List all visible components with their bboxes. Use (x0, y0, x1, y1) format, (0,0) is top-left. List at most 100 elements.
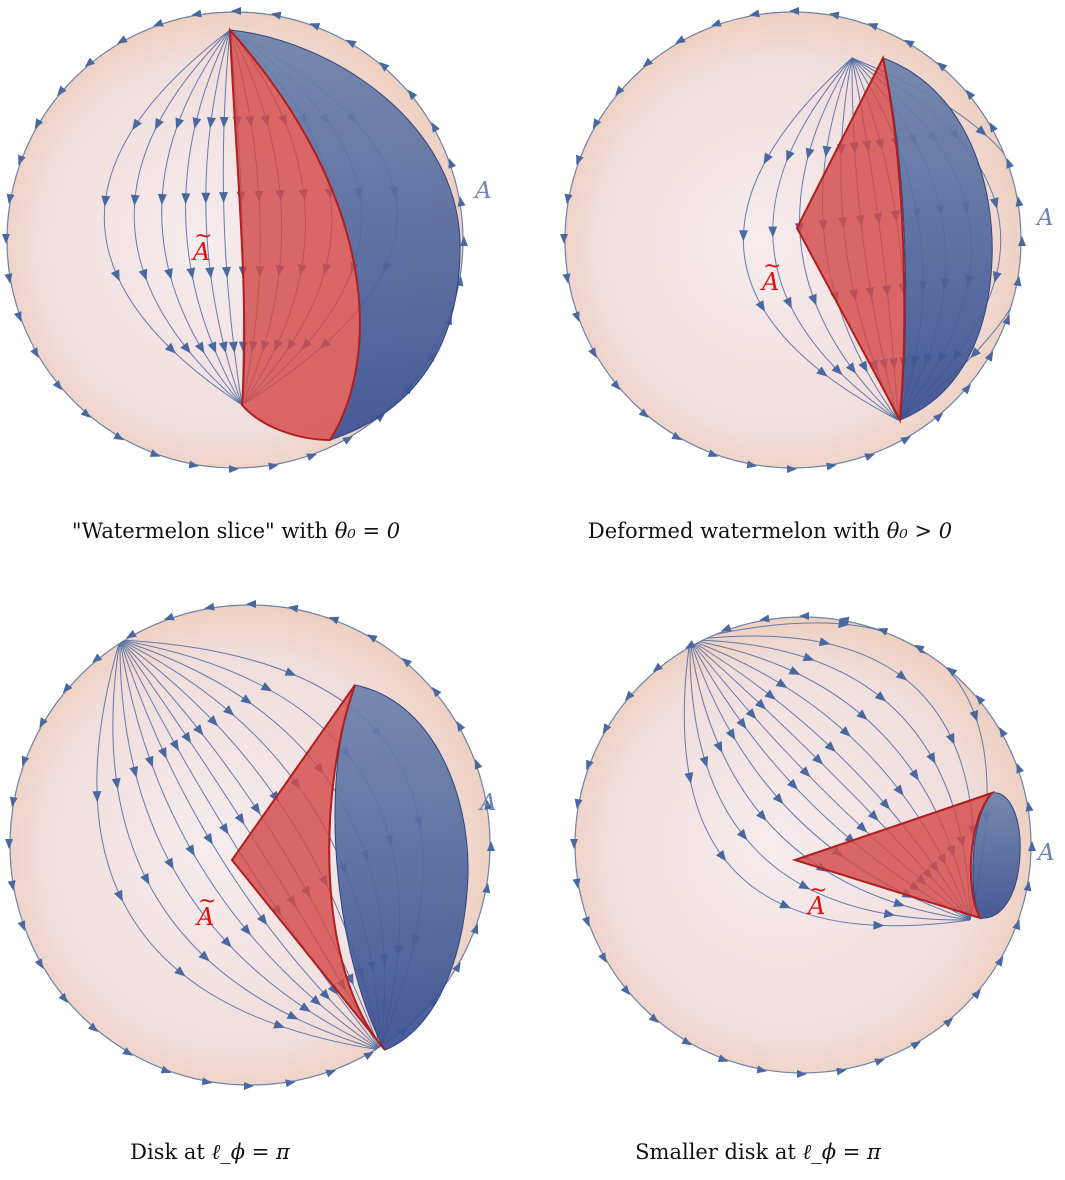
rim-arrow (470, 923, 479, 935)
rim-arrow (759, 614, 770, 623)
rim-arrow (1006, 157, 1015, 169)
rim-arrow (160, 1065, 172, 1074)
flow-line (185, 29, 243, 406)
flow-arrow (798, 880, 811, 890)
rim-arrow (571, 311, 580, 323)
flow-arrow (157, 193, 167, 206)
panel-watermelon-slice: A ~ A "Watermelon slice" with θ₀ = 0 (0, 0, 540, 590)
flow-arrow (164, 857, 174, 870)
flow-arrow (845, 362, 857, 374)
flow-arrow (228, 341, 238, 353)
flow-arrow (684, 772, 694, 784)
flow-arrow (818, 637, 831, 647)
rim-arrows (560, 7, 1026, 473)
flow-arrow (783, 296, 792, 309)
flow-line (119, 639, 381, 1051)
region-A-tilde (228, 27, 361, 442)
rim-arrow (914, 644, 925, 654)
rim-arrow (826, 462, 837, 471)
flow-line (112, 639, 381, 1051)
rim-arrow (648, 1013, 659, 1023)
flow-arrow (787, 778, 798, 790)
sphere-figure-watermelon-slice (2, 7, 468, 473)
rim-arrow (602, 723, 612, 734)
rim-arrow (965, 89, 976, 100)
region-A (972, 792, 1021, 919)
rim-arrow (615, 85, 625, 96)
rim-arrow (720, 623, 732, 632)
flow-arrow (992, 270, 1002, 283)
rim-arrow (1013, 275, 1022, 287)
flow-arrow (909, 768, 919, 781)
flow-arrow (699, 755, 709, 768)
rim-arrow (52, 380, 63, 391)
flow-arrow (144, 755, 154, 768)
flow-arrow (154, 117, 164, 130)
rim-arrow (1002, 314, 1010, 326)
flow-arrow (250, 802, 261, 815)
rim-arrow (346, 39, 357, 49)
caption-disk: Disk at ℓ_ϕ = π (130, 1140, 290, 1164)
rim-arrow (342, 436, 353, 445)
flow-arrow (736, 717, 747, 730)
flow-arrow (257, 913, 268, 926)
rim-arrow (877, 628, 889, 636)
flow-arrow (895, 670, 908, 681)
rim-arrow (152, 18, 164, 27)
rim-arrow (652, 662, 663, 673)
flow-arrow (205, 267, 215, 279)
rim-arrow (231, 7, 241, 15)
flow-line (683, 639, 971, 927)
flow-arrow (111, 777, 121, 790)
flow-arrow (838, 619, 850, 629)
rim-arrow (482, 882, 491, 894)
rim-arrow (586, 759, 594, 771)
panel-deformed-watermelon: A ~ A Deformed watermelon with θ₀ > 0 (540, 0, 1065, 590)
rim-arrow (789, 7, 799, 15)
panel-disk: A ~ A Disk at ℓ_ϕ = π (0, 590, 540, 1180)
flow-arrow (299, 1002, 311, 1013)
flow-arrow (779, 899, 791, 909)
flow-arrow (893, 784, 904, 796)
flow-arrow (763, 152, 773, 165)
rim-arrow (961, 384, 971, 395)
rim-arrow (675, 35, 686, 44)
flow-line (119, 639, 381, 1051)
rim-arrow (432, 687, 442, 698)
rim-arrow (487, 841, 495, 851)
flow-arrow (284, 667, 297, 676)
flow-arrow (174, 966, 186, 977)
flow-line (222, 29, 243, 406)
flow-arrow (101, 195, 111, 207)
flow-arrow (775, 678, 788, 689)
rim-arrow (201, 1077, 213, 1086)
flow-arrow (867, 809, 879, 821)
rim-arrow (34, 958, 44, 969)
rim-arrow (163, 612, 175, 621)
rim-arrow (246, 600, 256, 608)
flow-arrow (874, 691, 887, 702)
tilde-mark: ~ (198, 889, 217, 914)
flow-arrow (157, 746, 167, 759)
caption-smaller-disk: Smaller disk at ℓ_ϕ = π (635, 1140, 881, 1164)
region-A-tilde (795, 54, 906, 424)
rim-arrow (325, 1069, 337, 1078)
flow-arrow (140, 873, 150, 885)
label-region-A: A (475, 178, 492, 204)
rim-arrow (34, 118, 44, 129)
flow-arrow (739, 230, 749, 242)
flow-arrow (879, 798, 891, 810)
rim-arrow (474, 758, 483, 770)
rim-arrow (117, 35, 128, 44)
flow-arrow (194, 341, 205, 354)
flow-arrow (975, 125, 987, 136)
flow-arrow (858, 360, 868, 373)
flow-arrow (799, 766, 811, 778)
flow-arrow (260, 682, 273, 692)
rim-arrow (685, 640, 696, 649)
flow-arrow (220, 936, 232, 948)
rim-arrow (588, 347, 597, 358)
rim-arrow (484, 799, 493, 810)
caption-watermelon-slice: "Watermelon slice" with θ₀ = 0 (71, 519, 401, 543)
rim-arrow (947, 667, 958, 677)
